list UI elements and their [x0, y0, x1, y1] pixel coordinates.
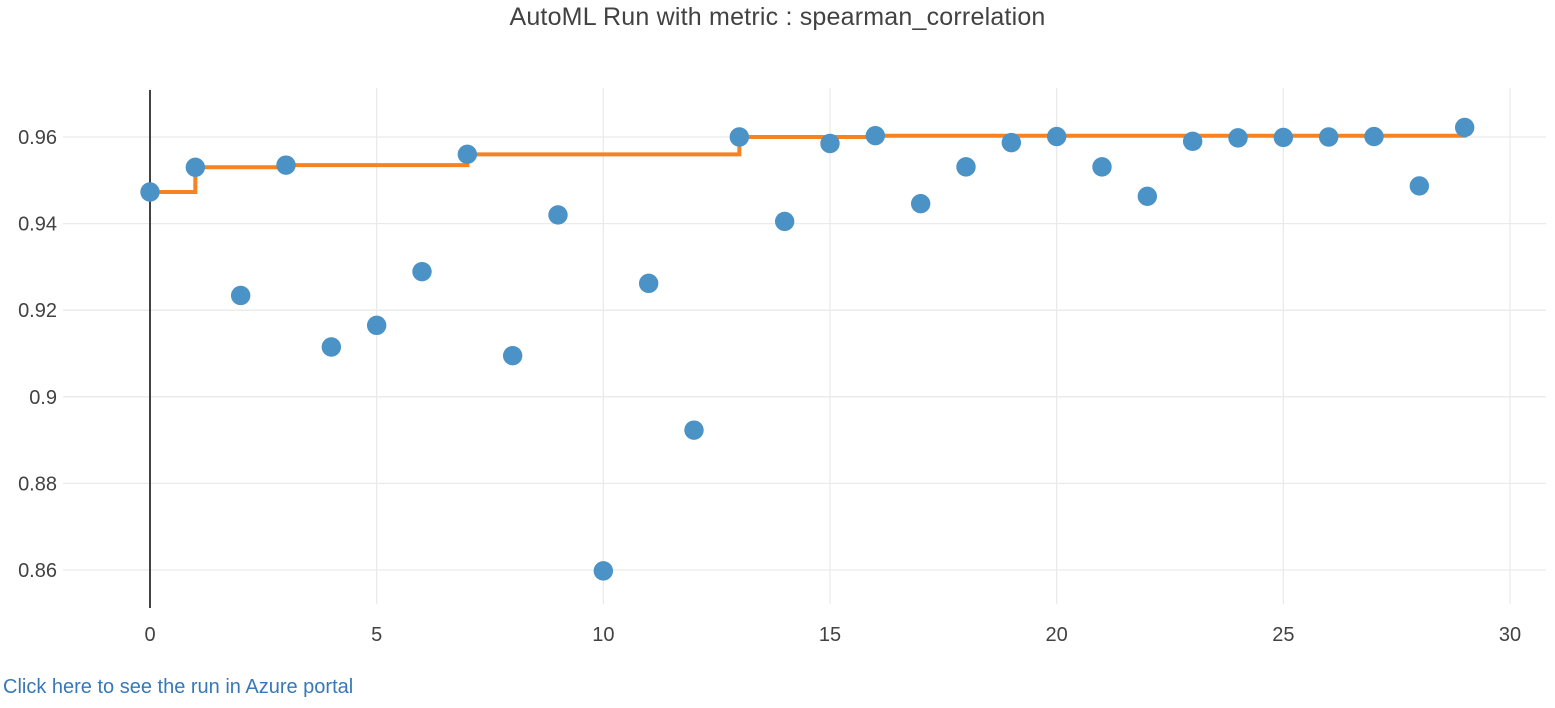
metric-data-point	[774, 211, 795, 232]
y-axis-tick-label: 0.94	[18, 214, 57, 236]
metric-data-point	[140, 182, 160, 202]
metric-data-point	[412, 261, 432, 282]
metric-data-point	[1273, 127, 1294, 148]
metric-data-point	[1137, 186, 1158, 207]
metric-data-point	[548, 205, 568, 225]
metric-data-point	[593, 561, 614, 581]
metric-data-point	[1001, 132, 1022, 153]
metric-data-point	[185, 157, 206, 178]
metric-data-point	[1364, 126, 1384, 147]
metric-data-point	[1454, 117, 1475, 138]
y-axis-tick-label: 0.88	[18, 473, 57, 495]
chart-title: AutoML Run with metric : spearman_correl…	[509, 3, 1046, 31]
metric-data-point	[1318, 127, 1339, 147]
metric-data-point	[1046, 126, 1067, 147]
y-axis-tick-label: 0.86	[18, 560, 57, 582]
x-axis-tick-label: 25	[1272, 624, 1294, 646]
metric-data-point	[684, 420, 704, 440]
x-axis-tick-label: 30	[1499, 624, 1521, 646]
metric-data-point	[457, 144, 478, 165]
metric-data-point	[321, 337, 342, 357]
metric-data-point	[910, 193, 931, 214]
x-axis-tick-label: 10	[592, 624, 614, 646]
x-axis-tick-label: 0	[144, 624, 155, 646]
x-axis-tick-label: 20	[1046, 624, 1068, 646]
chart-plot-area: 0.96 0.94 0.92 0.9 0.88 0.86 0 5 10 15 20 25 30	[18, 88, 1546, 646]
metric-data-point	[230, 285, 251, 306]
metric-data-point	[1409, 176, 1430, 196]
metric-data-point	[1092, 157, 1112, 177]
metric-data-point	[638, 273, 659, 294]
metric-data-point	[1182, 131, 1203, 152]
x-axis-tick-label: 5	[371, 624, 382, 646]
metric-data-point	[956, 157, 976, 177]
x-axis-tick-label: 15	[819, 624, 841, 646]
y-axis-tick-label: 0.96	[18, 127, 57, 149]
metric-data-point	[865, 126, 886, 146]
metric-data-point	[502, 345, 523, 366]
y-axis-tick-label: 0.9	[29, 387, 57, 409]
metric-data-point	[1228, 128, 1248, 148]
y-axis-tick-label: 0.92	[18, 300, 57, 322]
metric-data-point	[729, 127, 750, 147]
metric-data-point	[276, 155, 296, 175]
metric-data-point	[820, 133, 840, 154]
metric-data-point	[366, 315, 387, 336]
azure-portal-link[interactable]: Click here to see the run in Azure porta…	[3, 676, 354, 698]
